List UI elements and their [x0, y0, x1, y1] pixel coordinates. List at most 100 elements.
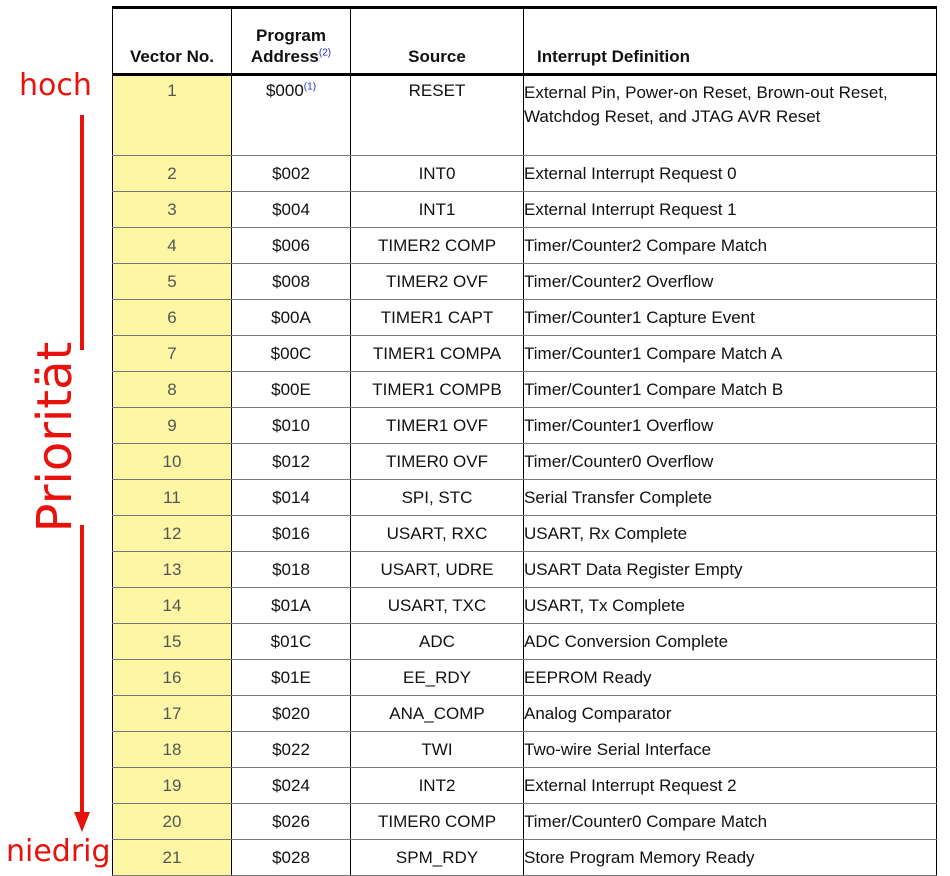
source-cell: TWI [350, 731, 524, 768]
program-address-value: $024 [272, 775, 310, 795]
priority-low-label: niedrig [6, 834, 111, 869]
header-address-line1: Program [256, 25, 326, 45]
arrow-down-icon [74, 812, 90, 832]
table-row: 6 $00A TIMER1 CAPT Timer/Counter1 Capture E… [112, 299, 937, 336]
table-row: 8 $00E TIMER1 COMPB Timer/Counter1 Compare … [112, 371, 937, 408]
program-address-value: $000 [265, 81, 304, 100]
program-address-cell: $008 [231, 263, 351, 300]
vector-number-cell: 1 [112, 74, 232, 156]
program-address-value: $016 [272, 523, 310, 543]
table-row: 7 $00C TIMER1 COMPA Timer/Counter1 Compare … [112, 335, 937, 372]
program-address-cell: $002 [231, 155, 351, 192]
program-address-cell: $022 [231, 731, 351, 768]
interrupt-definition-cell: Timer/Counter2 Overflow [523, 263, 937, 300]
source-cell: ADC [350, 623, 524, 660]
source-cell: TIMER1 CAPT [350, 299, 524, 336]
interrupt-definition-cell: External Interrupt Request 2 [523, 767, 937, 804]
source-cell: TIMER0 OVF [350, 443, 524, 480]
footnote-ref-2[interactable]: (2) [318, 47, 332, 59]
interrupt-definition-cell: Timer/Counter2 Compare Match [523, 227, 937, 264]
vector-number-cell: 5 [112, 263, 232, 300]
interrupt-definition-cell: EEPROM Ready [523, 659, 937, 696]
interrupt-vector-table: Vector No. Program Address(2) Source Int… [112, 6, 937, 876]
source-cell: TIMER0 COMP [350, 803, 524, 840]
program-address-value: $028 [272, 847, 310, 867]
interrupt-definition-cell: USART Data Register Empty [523, 551, 937, 588]
program-address-cell: $026 [231, 803, 351, 840]
table-row: 2 $002 INT0 External Interrupt Request 0 [112, 155, 937, 192]
priority-axis-label: Priorität [27, 341, 83, 533]
table-row: 5 $008 TIMER2 OVF Timer/Counter2 Overflow [112, 263, 937, 300]
interrupt-definition-cell: USART, Rx Complete [523, 515, 937, 552]
table-row: 19 $024 INT2 External Interrupt Request 2 [112, 767, 937, 804]
program-address-cell: $024 [231, 767, 351, 804]
source-cell: USART, TXC [350, 587, 524, 624]
vector-number-cell: 3 [112, 191, 232, 228]
program-address-cell: $00C [231, 335, 351, 372]
source-cell: TIMER1 OVF [350, 407, 524, 444]
vector-number-cell: 19 [112, 767, 232, 804]
source-cell: SPM_RDY [350, 839, 524, 876]
program-address-cell: $00A [231, 299, 351, 336]
interrupt-definition-cell: External Interrupt Request 1 [523, 191, 937, 228]
interrupt-definition-cell: External Pin, Power-on Reset, Brown-out … [523, 74, 937, 156]
header-interrupt-definition: Interrupt Definition [523, 7, 937, 76]
header-source: Source [350, 7, 524, 76]
interrupt-definition-cell: Timer/Counter1 Compare Match A [523, 335, 937, 372]
source-cell: TIMER2 COMP [350, 227, 524, 264]
program-address-cell: $00E [231, 371, 351, 408]
source-cell: INT0 [350, 155, 524, 192]
program-address-value: $00A [271, 307, 311, 327]
interrupt-definition-cell: ADC Conversion Complete [523, 623, 937, 660]
vector-number-cell: 2 [112, 155, 232, 192]
vector-number-cell: 18 [112, 731, 232, 768]
table-row: 21 $028 SPM_RDY Store Program Memory Ready [112, 839, 937, 876]
program-address-cell: $012 [231, 443, 351, 480]
vector-number-cell: 6 [112, 299, 232, 336]
program-address-cell: $018 [231, 551, 351, 588]
interrupt-definition-cell: USART, Tx Complete [523, 587, 937, 624]
table-row: 4 $006 TIMER2 COMP Timer/Counter2 Compare M… [112, 227, 937, 264]
footnote-ref-1[interactable]: (1) [303, 81, 317, 93]
vector-number-cell: 7 [112, 335, 232, 372]
table-row: 17 $020 ANA_COMP Analog Comparator [112, 695, 937, 732]
program-address-cell: $004 [231, 191, 351, 228]
vector-number-cell: 16 [112, 659, 232, 696]
source-cell: TIMER2 OVF [350, 263, 524, 300]
program-address-value: $018 [272, 559, 310, 579]
program-address-value: $022 [272, 739, 310, 759]
table-row: 3 $004 INT1 External Interrupt Request 1 [112, 191, 937, 228]
source-cell: TIMER1 COMPA [350, 335, 524, 372]
program-address-value: $01E [271, 667, 311, 687]
header-address-line2: Address [250, 46, 319, 66]
vector-number-cell: 20 [112, 803, 232, 840]
program-address-value: $012 [272, 451, 310, 471]
header-vector-no: Vector No. [112, 7, 232, 76]
program-address-value: $01A [271, 595, 311, 615]
vector-number-cell: 17 [112, 695, 232, 732]
table-body: 1 $000(1) RESET External Pin, Power-on Rese… [112, 74, 937, 876]
interrupt-definition-cell: Timer/Counter1 Compare Match B [523, 371, 937, 408]
interrupt-definition-cell: Timer/Counter0 Overflow [523, 443, 937, 480]
table-row: 9 $010 TIMER1 OVF Timer/Counter1 Overflow [112, 407, 937, 444]
table-row: 13 $018 USART, UDRE USART Data Register Emp… [112, 551, 937, 588]
priority-arrow-lower-shaft [80, 525, 84, 815]
vector-number-cell: 21 [112, 839, 232, 876]
program-address-cell: $01C [231, 623, 351, 660]
source-cell: RESET [350, 74, 524, 156]
program-address-cell: $01E [231, 659, 351, 696]
program-address-value: $026 [272, 811, 310, 831]
program-address-value: $006 [272, 235, 310, 255]
table-row: 15 $01C ADC ADC Conversion Complete [112, 623, 937, 660]
table-row: 16 $01E EE_RDY EEPROM Ready [112, 659, 937, 696]
source-cell: INT1 [350, 191, 524, 228]
source-cell: INT2 [350, 767, 524, 804]
program-address-value: $008 [272, 271, 310, 291]
vector-number-cell: 4 [112, 227, 232, 264]
program-address-value: $010 [272, 415, 310, 435]
source-cell: USART, RXC [350, 515, 524, 552]
vector-number-cell: 12 [112, 515, 232, 552]
vector-number-cell: 9 [112, 407, 232, 444]
vector-number-cell: 13 [112, 551, 232, 588]
table-row: 20 $026 TIMER0 COMP Timer/Counter0 Compare … [112, 803, 937, 840]
